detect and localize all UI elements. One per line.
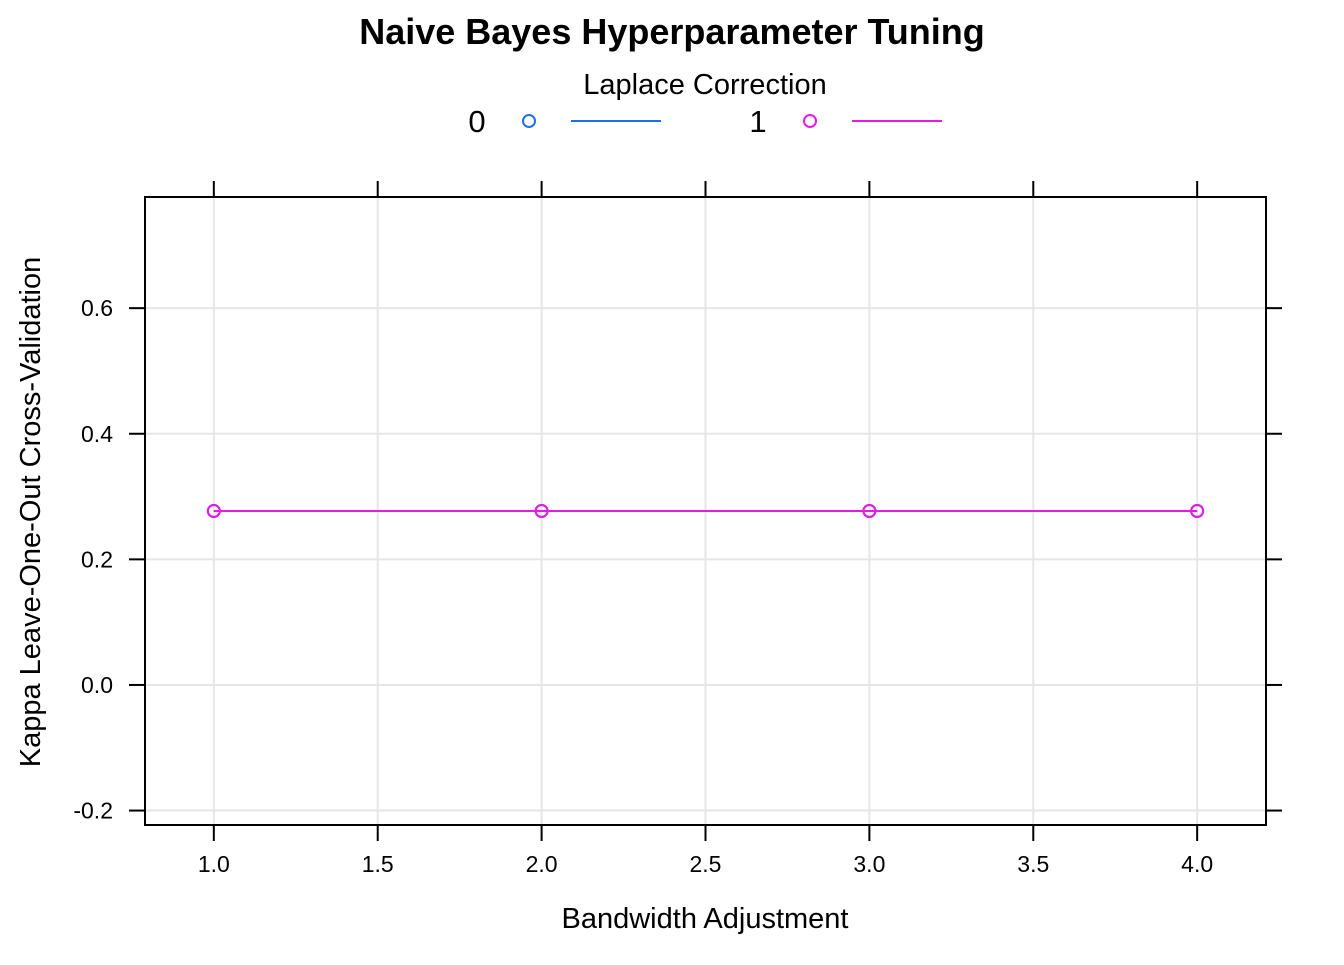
legend-marker-1 (803, 114, 817, 128)
x-tick-label: 2.0 (526, 851, 558, 877)
legend-marker-0 (522, 114, 536, 128)
series-point-1 (862, 504, 877, 518)
x-tick-label: 2.5 (690, 851, 722, 877)
x-tick-label: 4.0 (1181, 851, 1213, 877)
series-point-1 (1190, 504, 1205, 518)
legend-title: Laplace Correction (583, 69, 826, 101)
y-tick-label: 0.0 (81, 672, 113, 698)
legend-label-1: 1 (749, 104, 766, 139)
y-tick-label: -0.2 (73, 798, 113, 824)
y-tick-label: 0.2 (81, 546, 113, 572)
x-tick-label: 1.5 (362, 851, 394, 877)
y-tick-label: 0.4 (81, 421, 113, 447)
y-axis: -0.2 0.0 0.2 0.4 0.6 (73, 295, 1282, 824)
chart-title: Naive Bayes Hyperparameter Tuning (359, 11, 985, 52)
x-axis: 1.0 1.5 2.0 2.5 3.0 3.5 4.0 (198, 181, 1213, 877)
y-tick-label: 0.6 (81, 295, 113, 321)
series-point-1 (206, 504, 221, 518)
x-tick-label: 3.5 (1017, 851, 1049, 877)
x-tick-label: 1.0 (198, 851, 230, 877)
legend-label-0: 0 (468, 104, 485, 139)
x-tick-label: 3.0 (853, 851, 885, 877)
series-point-1 (534, 504, 549, 518)
y-axis-title: Kappa Leave-One-Out Cross-Validation (15, 257, 47, 767)
x-axis-title: Bandwidth Adjustment (562, 903, 849, 935)
series-layer (206, 504, 1205, 518)
